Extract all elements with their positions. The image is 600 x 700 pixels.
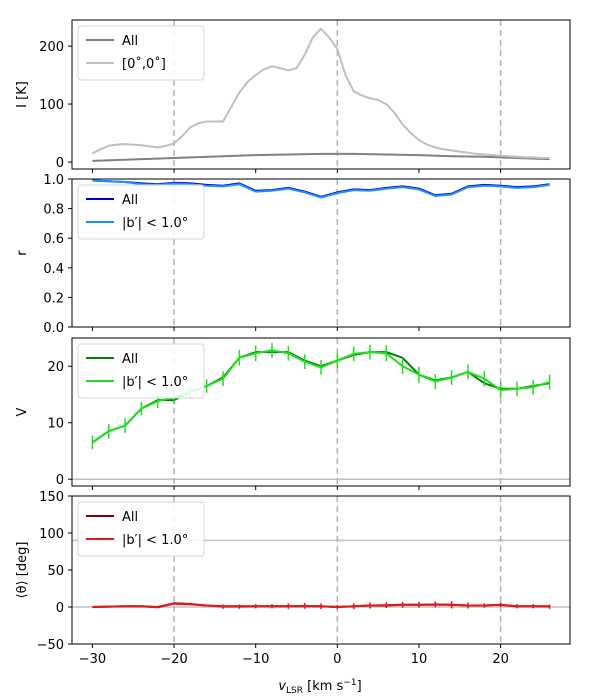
y-tick-label: 0.8 <box>43 203 64 218</box>
legend: All |b′| < 1.0° <box>77 501 205 557</box>
legend-label-1: All <box>122 352 138 367</box>
legend-label-1: All <box>122 193 138 208</box>
x-axis-label: vLSR [km s−1] <box>278 678 361 696</box>
x-tick-label: 20 <box>492 652 509 667</box>
legend-label-2: |b′| < 1.0° <box>122 216 188 231</box>
y-tick-label: 0.4 <box>43 262 64 277</box>
axes-frame <box>71 19 571 170</box>
y-axis-label: ⟨θ⟩ [deg] <box>15 542 30 599</box>
y-axis-label: I [K] <box>15 81 30 108</box>
x-tick-label: 0 <box>333 652 341 667</box>
y-tick-label: 150 <box>39 490 64 505</box>
legend-label-2: |b′| < 1.0° <box>122 375 188 390</box>
y-tick-label: 100 <box>39 527 64 542</box>
axes-frame <box>71 337 571 487</box>
panel-4: −30 −20 −10 0 10 20 −50 0 50 100 150 ⟨θ⟩ [deg] All |b… <box>15 490 571 667</box>
x-tick-label: −30 <box>79 652 106 667</box>
series-line-2 <box>92 179 550 199</box>
x-axis-label-main: v <box>278 679 286 694</box>
legend-label-2: |b′| < 1.0° <box>122 533 188 548</box>
legend: All |b′| < 1.0° <box>77 184 205 240</box>
y-tick-label: −50 <box>37 638 64 653</box>
y-tick-label: 0 <box>56 601 64 616</box>
y-tick-label: 1.0 <box>43 173 64 188</box>
panel-1: 0 100 200 I [K] All [0˚,0˚] <box>15 19 571 173</box>
x-axis-label-unit: [km s <box>303 679 344 694</box>
x-axis-label-exponent: −1 <box>343 678 356 688</box>
y-tick-label: 50 <box>47 564 64 579</box>
y-tick-label: 0.6 <box>43 232 64 247</box>
x-axis-label-sub: LSR <box>286 686 303 696</box>
panel-2: 0.0 0.2 0.4 0.6 0.8 1.0 r All |b′| < 1.0° <box>15 173 571 336</box>
y-tick-label: 20 <box>47 360 64 375</box>
y-tick-label: 10 <box>47 417 64 432</box>
y-tick-label: 100 <box>39 98 64 113</box>
series-line-2 <box>91 27 550 159</box>
x-axis-label-close: ] <box>357 679 362 694</box>
y-axis-label: r <box>15 250 30 256</box>
legend: All |b′| < 1.0° <box>77 343 205 399</box>
y-tick-label: 0.0 <box>43 321 64 336</box>
svg-text:vLSR [km s−1]: vLSR [km s−1] <box>278 678 361 696</box>
x-tick-label: −20 <box>160 652 187 667</box>
y-tick-label: 0 <box>56 473 64 488</box>
axes-frame <box>71 178 571 328</box>
x-tick-label: −10 <box>242 652 269 667</box>
panel-3: 0 10 20 V All |b′| < 1.0° <box>15 337 571 490</box>
legend-label-2: [0˚,0˚] <box>122 56 166 72</box>
y-tick-label: 0.2 <box>43 291 64 306</box>
y-tick-label: 200 <box>39 40 64 55</box>
legend: All [0˚,0˚] <box>77 25 205 81</box>
legend-label-1: All <box>122 510 138 525</box>
series-line-1 <box>92 152 550 162</box>
y-axis-label: V <box>15 407 30 416</box>
legend-label-1: All <box>122 34 138 49</box>
y-tick-label: 0 <box>56 156 64 171</box>
x-tick-label: 10 <box>411 652 428 667</box>
